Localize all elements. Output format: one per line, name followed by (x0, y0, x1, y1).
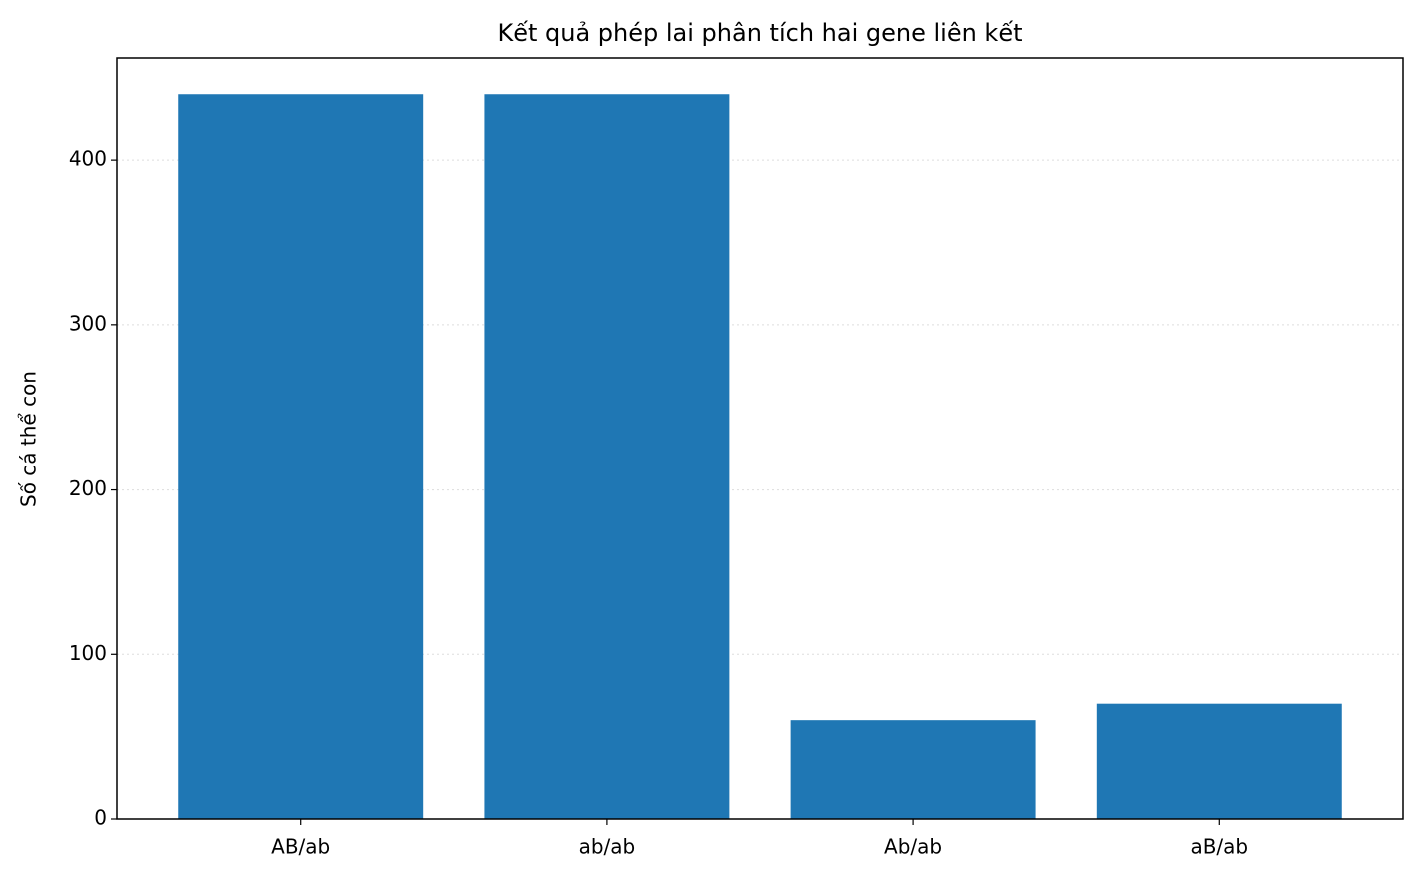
y-tick-label: 0 (94, 806, 107, 830)
y-tick-label: 200 (69, 476, 107, 500)
bar (1096, 703, 1342, 819)
bar (178, 94, 424, 819)
y-tick-label: 300 (69, 311, 107, 335)
bar (484, 94, 730, 819)
bar (790, 720, 1036, 819)
y-axis-label: Số cá thể con (17, 371, 41, 507)
x-tick-label: Ab/ab (884, 835, 942, 859)
x-tick-label: ab/ab (579, 835, 636, 859)
y-tick-label: 100 (69, 641, 107, 665)
plot-frame (116, 57, 1404, 820)
x-tick-label: AB/ab (271, 835, 330, 859)
plot-area: 0 100 200 300 400 AB/ab ab/ab Ab/ab aB/ab (69, 94, 1403, 859)
y-tick-label: 400 (69, 147, 107, 171)
x-tick-label: aB/ab (1190, 835, 1248, 859)
chart-title: Kết quả phép lai phân tích hai gene liên… (497, 19, 1022, 47)
